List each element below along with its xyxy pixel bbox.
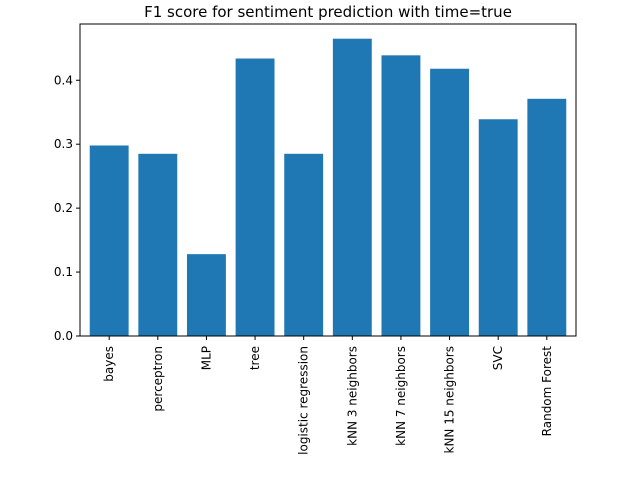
bars-group (89, 38, 567, 337)
x-axis: bayes perceptron MLP tree logistic regressio… (102, 336, 554, 455)
bar (284, 153, 324, 336)
x-tick-label: SVC (491, 346, 505, 370)
bar (235, 58, 275, 337)
bar (186, 254, 226, 336)
bar (527, 98, 567, 336)
bar (138, 153, 178, 336)
x-tick-label: bayes (102, 346, 116, 382)
bar (478, 119, 518, 336)
x-tick-label: Random Forest (540, 346, 554, 437)
y-axis: 0.0 0.1 0.2 0.3 0.4 (54, 73, 80, 343)
x-tick-label: tree (248, 346, 262, 370)
x-tick-label: MLP (199, 346, 213, 370)
chart-title: F1 score for sentiment prediction with t… (144, 3, 512, 21)
y-tick-label: 0.2 (54, 201, 73, 215)
bar (381, 55, 421, 336)
x-tick-label: logistic regression (297, 346, 311, 455)
y-tick-label: 0.0 (54, 329, 73, 343)
x-tick-label: kNN 7 neighbors (394, 346, 408, 446)
bar (89, 145, 129, 336)
y-tick-label: 0.3 (54, 137, 73, 151)
bar (332, 38, 372, 336)
x-tick-label: perceptron (151, 346, 165, 412)
y-tick-label: 0.4 (54, 73, 73, 87)
plot-frame (79, 23, 577, 337)
x-tick-label: kNN 3 neighbors (345, 346, 359, 446)
x-tick-label: kNN 15 neighbors (443, 346, 457, 454)
bar (430, 68, 470, 336)
y-tick-label: 0.1 (54, 265, 73, 279)
